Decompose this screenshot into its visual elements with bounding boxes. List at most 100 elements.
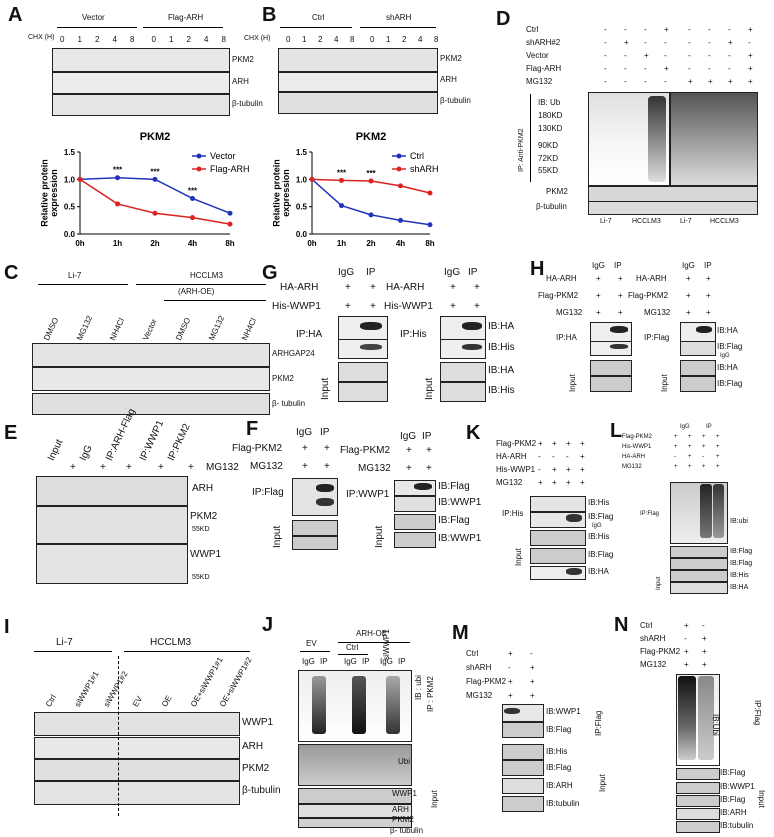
group-line (136, 284, 266, 285)
cell-label: HCCLM3 (190, 271, 223, 280)
series-line-ctrl (311, 178, 431, 226)
treatment-mark: + (566, 478, 571, 487)
band-label: ARH (192, 483, 214, 494)
treatment-mark: + (688, 434, 692, 440)
blot-his (670, 570, 728, 582)
row-label: MG132 (644, 308, 671, 317)
treatment-mark: + (702, 634, 707, 643)
ib-label: IB:WWP1 (720, 782, 755, 791)
ib-label: IB:Flag (717, 379, 743, 388)
lane-label: DMSO (174, 316, 193, 342)
blot-input (292, 520, 338, 536)
lane-label: IP:PKM2 (166, 422, 193, 463)
mw-label: 72KD (538, 154, 559, 163)
treatment-mark: + (664, 64, 669, 73)
band-label: ARH (232, 77, 249, 86)
blot-input (394, 532, 436, 548)
ip-label: IP (366, 267, 376, 278)
ib-label: IB:His (488, 342, 515, 353)
igg-label: IgG (444, 267, 461, 278)
treatment-mark: + (688, 77, 693, 86)
plus-sign: + (345, 301, 351, 312)
cell-label: HCCLM3 (150, 637, 192, 648)
data-point (190, 195, 195, 201)
blot-tubulin (34, 781, 240, 805)
legend-label: shARH (410, 164, 439, 174)
band-label: WWP1 (392, 789, 417, 798)
plus-sign: + (618, 308, 623, 317)
panel-letter-l: L (610, 420, 623, 442)
treatment-mark: + (702, 660, 707, 669)
plus-sign: + (706, 291, 711, 300)
line-chart-a: PKM2 0.0 0.5 1.0 1.5 0h 1h 2h 4h 8h Relative prote… (39, 131, 249, 248)
plus-sign: + (302, 461, 308, 472)
ib-label: IB:His (488, 385, 515, 396)
plus-sign: + (596, 308, 601, 317)
treatment-mark: + (716, 454, 720, 460)
treatment-mark: + (708, 77, 713, 86)
x-tick-label: 2h (150, 239, 159, 248)
blot-tubulin (278, 92, 438, 114)
blot-tubulin (588, 201, 758, 215)
blot-ip (680, 341, 716, 356)
treatment-mark: + (530, 691, 535, 700)
x-tick-label: 4h (188, 239, 197, 248)
blot-arh (676, 808, 720, 820)
time-label: 4 (334, 35, 339, 44)
treatment-mark: + (716, 434, 720, 440)
ip-label: IP (468, 267, 478, 278)
blot-input (502, 778, 544, 794)
igg-label: IgG (338, 267, 355, 278)
mw-label: 130KD (538, 124, 563, 133)
plus-sign: + (618, 291, 623, 300)
blot-ha (670, 582, 728, 594)
group-line (143, 27, 223, 28)
row-label: Ctrl (466, 649, 479, 658)
input-label: Input (374, 525, 385, 548)
lane-label: IP (362, 657, 370, 666)
input-label: Input (430, 790, 439, 808)
treatment-mark: + (530, 663, 535, 672)
treatment-mark: - (708, 25, 711, 34)
mw-label: 55KD (538, 166, 559, 175)
treatment-mark: - (728, 25, 731, 34)
treatment-mark: + (644, 51, 649, 60)
blot-input (440, 362, 486, 382)
time-label: 1 (77, 35, 82, 44)
ip-label: IP:His (400, 329, 427, 340)
significance-label: *** (337, 168, 347, 177)
treatment-mark: - (604, 51, 607, 60)
mw-label: 90KD (538, 141, 559, 150)
treatment-mark: - (688, 64, 691, 73)
plus-sign: + (686, 291, 691, 300)
row-label: Flag-PKM2 (640, 647, 681, 656)
row-label: Flag-PKM2 (340, 445, 391, 456)
row-label: MG132 (250, 461, 283, 472)
treatment-mark: - (644, 77, 647, 86)
data-point (398, 183, 403, 189)
ip-label: IP:HA (556, 333, 577, 342)
time-label: 2 (402, 35, 407, 44)
treatment-mark: - (604, 25, 607, 34)
treatment-mark: + (552, 478, 557, 487)
cell-label: HCCLM3 (632, 218, 661, 225)
ib-label: IB:WWP1 (546, 707, 581, 716)
band-label: ARH (392, 805, 409, 814)
group-line (300, 651, 330, 652)
data-point (398, 217, 403, 223)
group-line (38, 284, 128, 285)
row-label: MG132 (358, 463, 391, 474)
blot-flag (670, 546, 728, 558)
plus-sign: + (596, 274, 601, 283)
row-label: Ctrl (526, 25, 539, 34)
plus-sign: + (618, 274, 623, 283)
lane-label: IgG (78, 443, 95, 463)
group-line (34, 651, 112, 652)
cell-label: Li-7 (600, 218, 612, 225)
chx-label: CHX (H) (28, 34, 55, 41)
treatment-mark: + (580, 452, 585, 461)
row-label: Flag-ARH (526, 64, 562, 73)
row-label: shARH#2 (526, 38, 561, 47)
ib-label: IB:Flag (438, 515, 470, 526)
cell-label: Li-7 (68, 271, 82, 280)
